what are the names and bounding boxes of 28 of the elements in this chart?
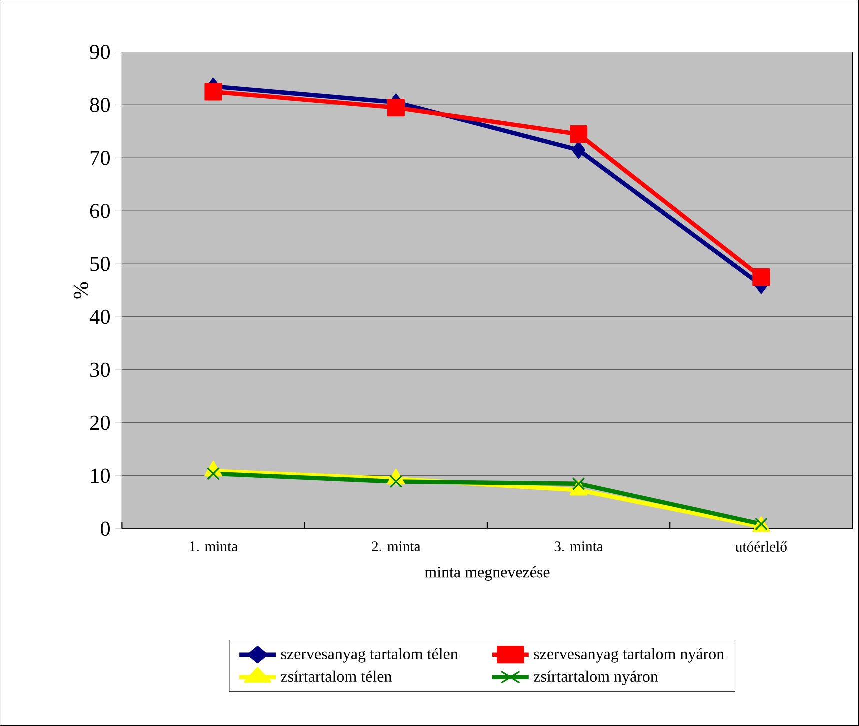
y-tick-label: 40 [90,310,110,324]
y-tick-label: 0 [100,522,110,536]
y-tick-label: 60 [90,204,110,218]
point [572,141,586,159]
point [387,99,405,117]
y-tick-label: 90 [90,45,110,60]
y-axis-title: % [74,282,88,299]
y-tick-label: 80 [90,98,110,112]
y-tick-label: 50 [90,256,110,272]
y-tick-label: 10 [91,468,110,484]
point [390,475,403,488]
x-tick-label: 3. minta [554,542,604,552]
legend-label: zsírtartalom nyáron [534,670,658,686]
point [572,477,586,490]
legend-label: szervesanyag tartalom télen [281,648,458,663]
y-tick-label: 20 [90,416,110,430]
point [204,83,222,101]
x-axis-title: minta megnevezése [424,566,550,581]
y-tick-label: 70 [90,150,110,166]
x-tick-label: 1. minta [190,542,238,552]
point [570,126,588,144]
legend-label: szervesanyag tartalom nyáron [534,648,724,663]
legend-label: zsírtartalom télen [281,670,392,682]
y-tick-label: 30 [90,362,110,378]
x-tick-label: utóérlelő [736,542,787,552]
point [207,467,220,480]
x-tick-label: 2. minta [372,542,421,552]
point [752,268,770,286]
